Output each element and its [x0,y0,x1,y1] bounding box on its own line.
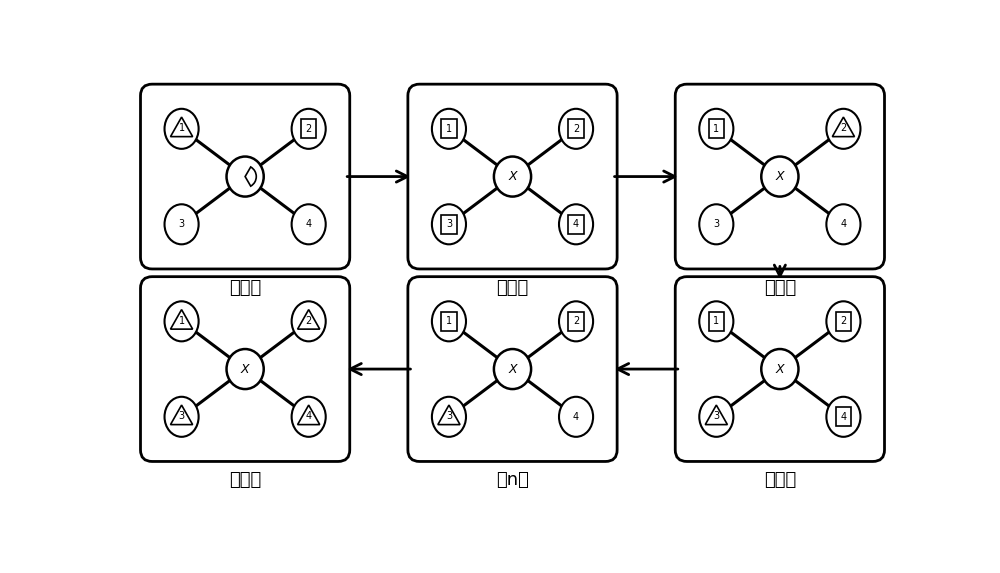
Text: X: X [508,170,517,183]
Text: 均衡値: 均衡値 [229,472,261,489]
Wedge shape [245,167,256,186]
Polygon shape [170,309,193,329]
Text: 第n轮: 第n轮 [496,472,529,489]
Bar [836,312,851,331]
Text: X: X [508,363,517,375]
Ellipse shape [559,109,593,149]
Ellipse shape [227,349,264,389]
Ellipse shape [292,205,326,244]
Ellipse shape [165,301,199,342]
Text: X: X [776,170,784,183]
Text: 4: 4 [306,411,312,421]
Ellipse shape [699,205,733,244]
Text: 4: 4 [840,412,846,422]
Text: 2: 2 [840,316,847,326]
Text: 1: 1 [713,124,719,134]
Text: 4: 4 [840,219,846,229]
Ellipse shape [826,109,860,149]
Text: 2: 2 [573,124,579,134]
Ellipse shape [699,397,733,437]
Text: 2: 2 [306,124,312,134]
Bar [709,312,724,331]
Bar [301,119,316,138]
Ellipse shape [165,397,199,437]
Text: 初始値: 初始値 [229,279,261,297]
FancyBboxPatch shape [408,277,617,461]
Text: 第二轮: 第二轮 [764,279,796,297]
Polygon shape [705,405,727,425]
Ellipse shape [699,109,733,149]
Ellipse shape [826,205,860,244]
Bar [568,215,584,234]
Text: 3: 3 [713,219,719,229]
Ellipse shape [432,109,466,149]
Ellipse shape [165,109,199,149]
Bar [709,119,724,138]
Text: 3: 3 [446,219,452,229]
Text: 2: 2 [573,316,579,326]
Ellipse shape [761,156,798,197]
Text: 4: 4 [573,219,579,229]
Ellipse shape [432,205,466,244]
Ellipse shape [227,156,264,197]
Ellipse shape [292,109,326,149]
Bar [568,312,584,331]
Text: X: X [241,363,249,375]
Ellipse shape [761,349,798,389]
Text: 3: 3 [446,411,452,421]
Ellipse shape [559,205,593,244]
Text: 4: 4 [573,412,579,422]
Ellipse shape [292,301,326,342]
Text: 1: 1 [179,316,185,325]
Polygon shape [170,117,193,136]
Ellipse shape [292,397,326,437]
Ellipse shape [165,205,199,244]
Bar [568,119,584,138]
Text: 2: 2 [840,123,847,133]
Text: X: X [776,363,784,375]
Ellipse shape [826,301,860,342]
FancyBboxPatch shape [140,84,350,269]
Ellipse shape [432,397,466,437]
Ellipse shape [699,301,733,342]
Polygon shape [438,405,460,425]
Bar [441,312,457,331]
Text: 3: 3 [713,411,719,421]
FancyBboxPatch shape [408,84,617,269]
Text: 3: 3 [179,219,185,229]
Text: 3: 3 [179,411,185,421]
Ellipse shape [432,301,466,342]
Bar [441,119,457,138]
Text: 第三轮: 第三轮 [764,472,796,489]
Polygon shape [298,405,320,425]
Text: 1: 1 [446,124,452,134]
Text: 1: 1 [713,316,719,326]
Bar [441,215,457,234]
Bar [836,407,851,426]
Ellipse shape [826,397,860,437]
Polygon shape [298,309,320,329]
Ellipse shape [559,301,593,342]
Text: 第一轮: 第一轮 [496,279,529,297]
FancyBboxPatch shape [675,277,885,461]
Ellipse shape [494,156,531,197]
Text: 4: 4 [306,219,312,229]
Text: 2: 2 [306,316,312,325]
Text: 1: 1 [446,316,452,326]
Ellipse shape [559,397,593,437]
Ellipse shape [494,349,531,389]
FancyBboxPatch shape [675,84,885,269]
FancyBboxPatch shape [140,277,350,461]
Polygon shape [170,405,193,425]
Text: 1: 1 [179,123,185,133]
Polygon shape [832,117,855,136]
